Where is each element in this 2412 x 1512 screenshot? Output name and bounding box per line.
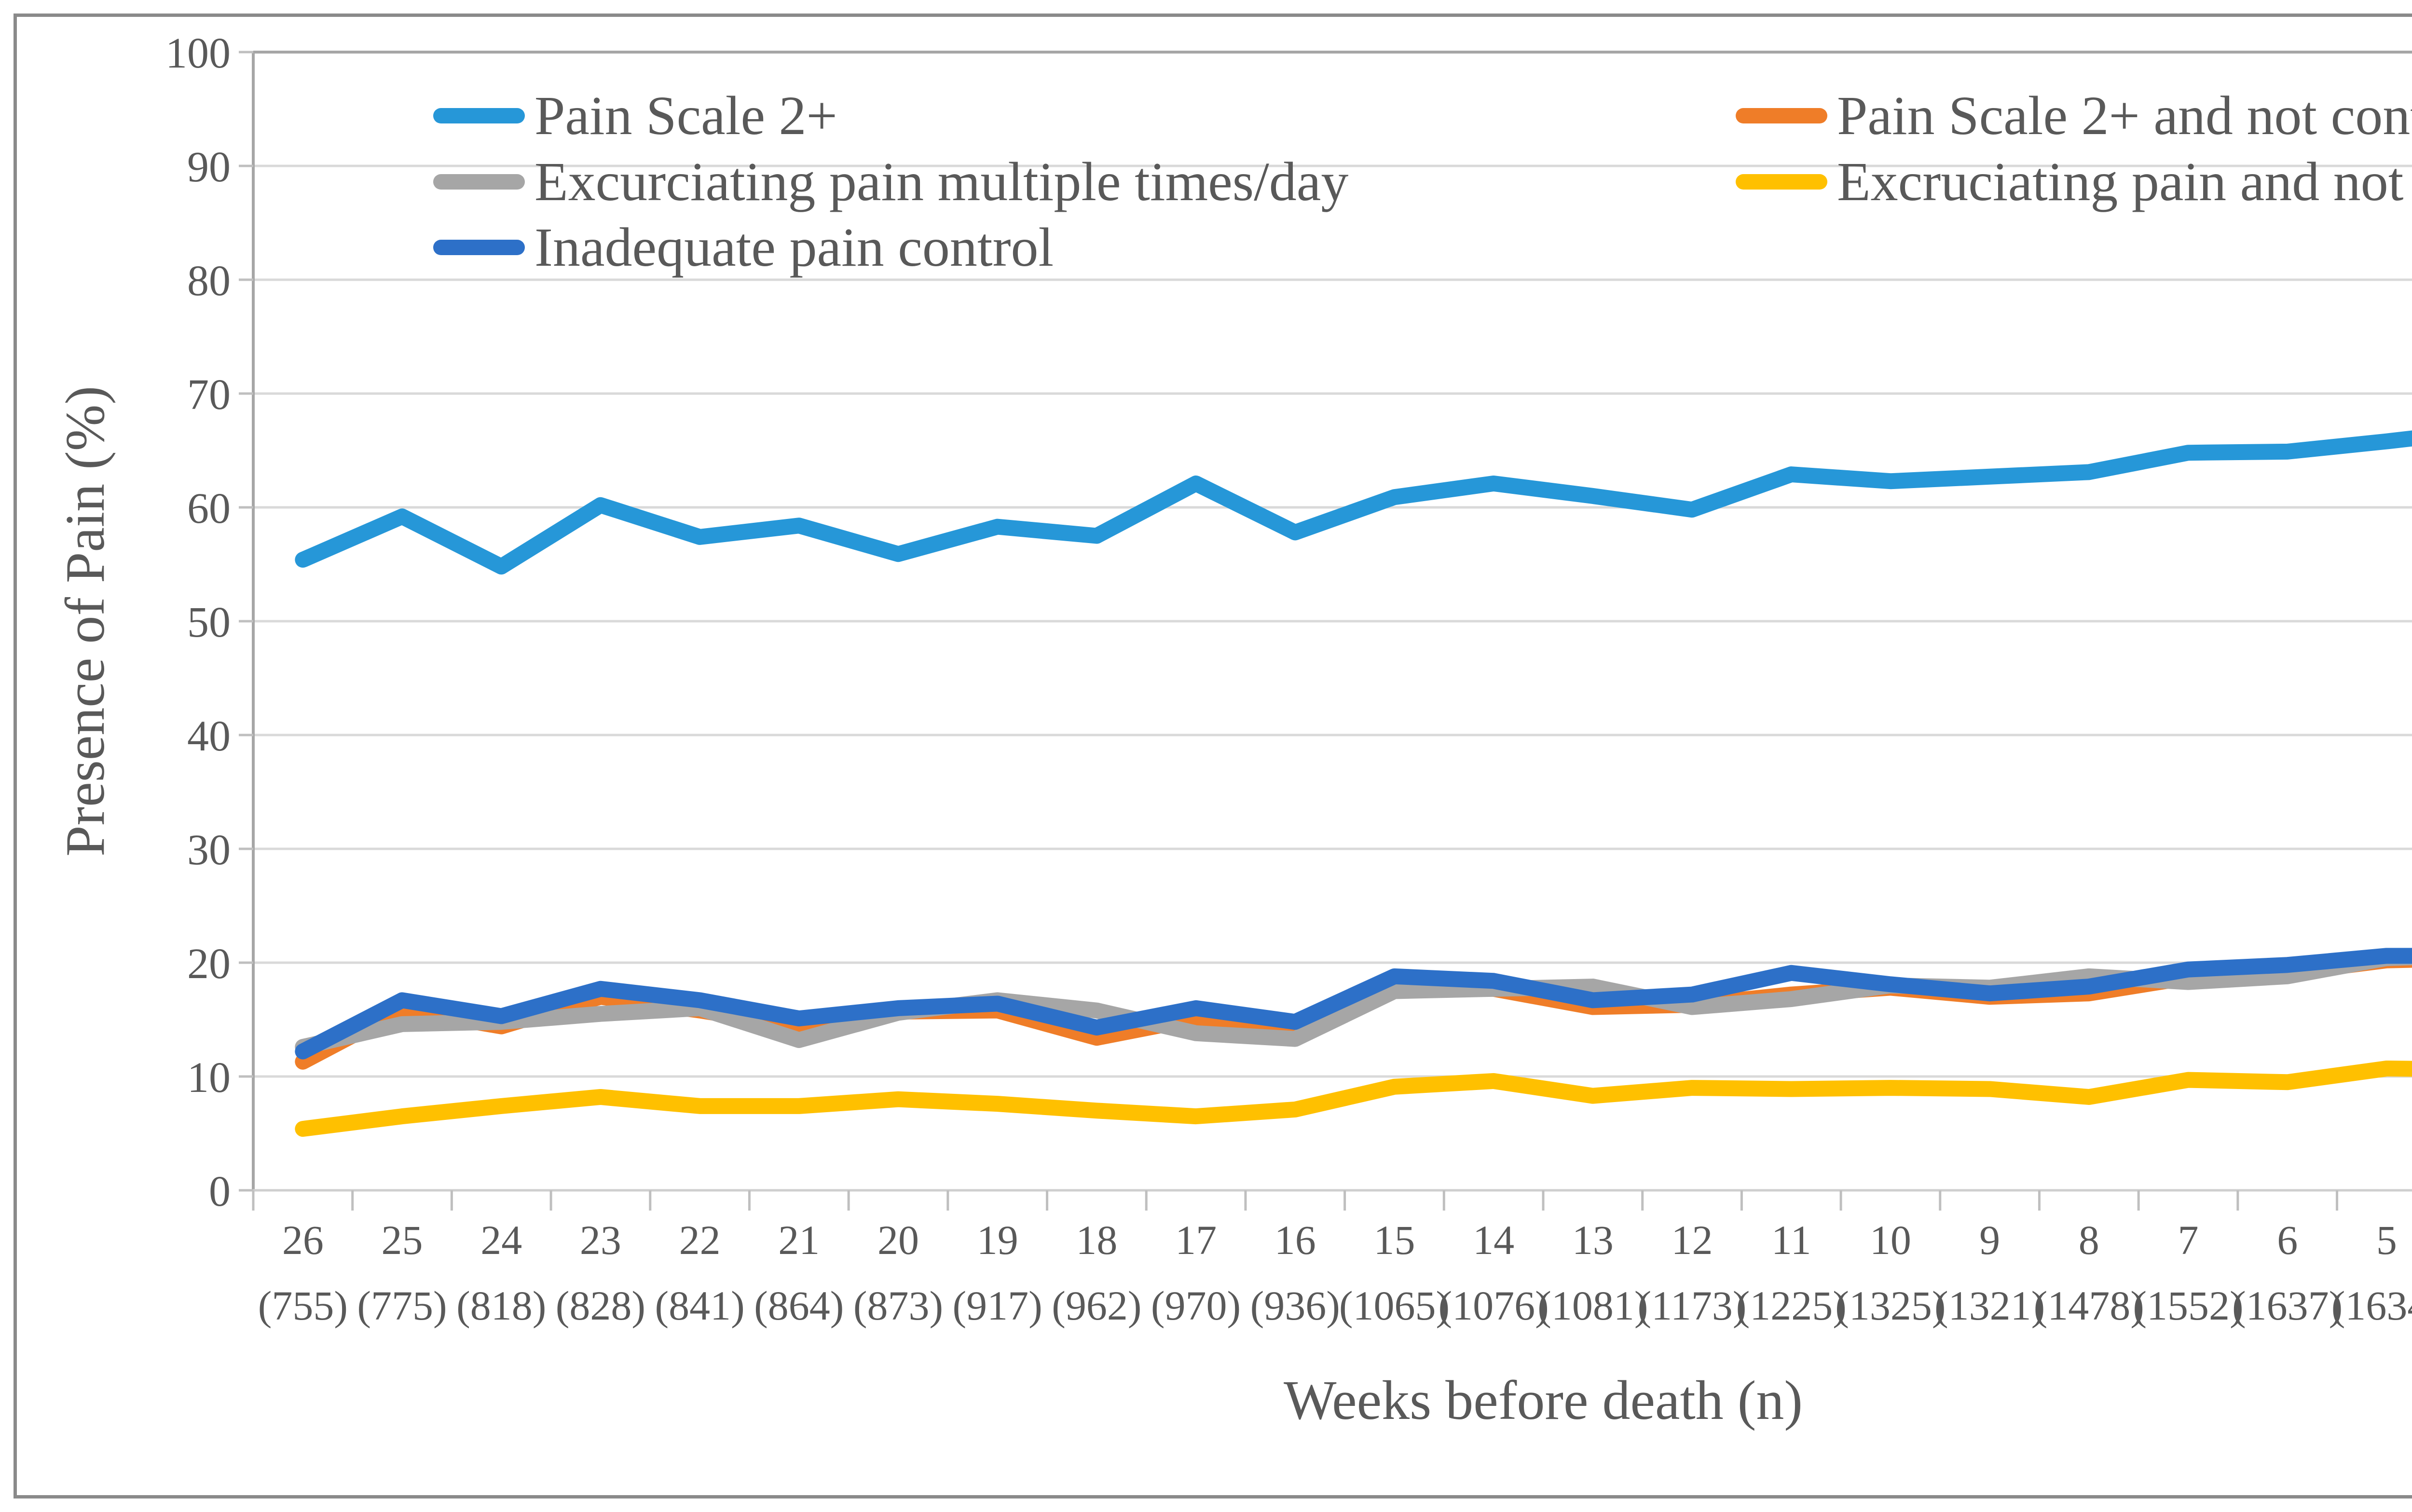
data-series [295,430,2412,1137]
y-tick-label: 90 [187,143,231,191]
x-tick-label-n: (1325) [1835,1282,1946,1329]
y-tick-label: 60 [187,485,231,532]
x-tick-label-week: 11 [1771,1217,1811,1263]
y-axis-tick-labels: 0 10 20 30 40 50 60 70 80 90 100 [165,29,231,1215]
y-axis-title: Presence of Pain (%) [55,386,116,857]
x-tick-label-n: (775) [357,1282,447,1329]
x-tick-label-n: (873) [853,1282,943,1329]
x-tick-label-week: 21 [778,1217,820,1263]
x-tick-label-n: (1225) [1736,1282,1847,1329]
x-tick-label-n: (864) [754,1282,844,1329]
x-tick-label-n: (1321) [1934,1282,2045,1329]
legend-swatch-icon [1736,174,1827,190]
y-tick-label: 10 [187,1054,231,1102]
legend-swatch-icon [433,108,525,123]
legend-swatch-icon [1736,108,1827,123]
x-tick-label-n: (1173) [1637,1282,1746,1329]
legend-label: Inadequate pain control [534,217,1054,278]
x-tick-label-n: (962) [1052,1282,1141,1329]
y-tick-label: 40 [187,712,231,760]
y-tick-label: 100 [165,29,231,77]
legend-label: Pain Scale 2+ and not controlled [1837,85,2412,146]
x-tick-label-n: (1634) [2331,1282,2412,1329]
x-tick-label-week: 9 [1979,1217,2000,1263]
x-tick-label-n: (1637) [2232,1282,2343,1329]
x-tick-label-week: 14 [1473,1217,1514,1263]
x-tick-label-n: (917) [953,1282,1042,1329]
x-tick-label-week: 10 [1870,1217,1911,1263]
x-tick-label-week: 13 [1572,1217,1614,1263]
legend-label: Pain Scale 2+ [534,85,837,146]
x-tick-label-n: (828) [556,1282,645,1329]
y-tick-label: 50 [187,599,231,646]
series-line [295,948,2412,1060]
x-tick-label-week: 23 [580,1217,621,1263]
legend-item-excruciating-multiple-times: Excurciating pain multiple times/day [433,148,1348,216]
x-tick-label-n: (970) [1151,1282,1241,1329]
x-tick-label-n: (841) [655,1282,744,1329]
x-tick-label-week: 25 [382,1217,423,1263]
legend-label: Excurciating pain multiple times/day [534,151,1349,212]
legend-item-excruciating-not-controlled: Excruciating pain and not controlled [1736,148,2412,216]
series-line [295,430,2412,575]
x-tick-label-n: (936) [1250,1282,1340,1329]
x-tick-label-week: 19 [977,1217,1018,1263]
legend-swatch-icon [433,240,525,255]
x-tick-label-week: 18 [1076,1217,1117,1263]
figure-border [14,14,2412,1498]
x-tick-label-n: (1552) [2133,1282,2243,1329]
x-tick-label-week: 8 [2079,1217,2099,1263]
y-tick-label: 30 [187,826,231,874]
x-tick-label-n: (818) [456,1282,546,1329]
gridlines [253,164,2412,1078]
legend-item-pain-scale-2plus-not-controlled: Pain Scale 2+ and not controlled [1736,82,2412,150]
x-tick-label-week: 17 [1175,1217,1217,1263]
legend-item-pain-scale-2plus: Pain Scale 2+ [433,82,837,150]
legend-item-inadequate-pain-control: Inadequate pain control [433,214,1054,281]
axes [239,51,2412,1211]
x-tick-label-n: (1081) [1537,1282,1648,1329]
y-tick-label: 0 [209,1168,231,1215]
x-axis-title: Weeks before death (n) [1284,1370,1803,1431]
x-tick-label-n: (1065) [1339,1282,1450,1329]
y-tick-label: 70 [187,371,231,419]
y-tick-label: 20 [187,940,231,988]
x-tick-label-week: 15 [1373,1217,1415,1263]
x-tick-label-n: (1478) [2034,1282,2144,1329]
x-tick-label-n: (1076) [1439,1282,1549,1329]
x-axis-tick-labels: 26 (755) 25 (775) 24 (818) 23 (828) 22 (841) 21 (86… [258,1217,2412,1329]
x-tick-label-n: (755) [258,1282,348,1329]
legend-swatch-icon [433,174,525,190]
x-tick-label-week: 16 [1275,1217,1316,1263]
x-tick-label-week: 12 [1672,1217,1713,1263]
x-tick-label-week: 24 [480,1217,522,1263]
series-line [295,1060,2412,1137]
x-tick-label-week: 5 [2376,1217,2397,1263]
legend-label: Excruciating pain and not controlled [1837,151,2412,212]
x-tick-label-week: 7 [2178,1217,2199,1263]
x-tick-label-week: 22 [679,1217,721,1263]
x-tick-label-week: 20 [877,1217,919,1263]
x-tick-label-week: 6 [2277,1217,2298,1263]
x-tick-label-week: 26 [282,1217,324,1263]
y-tick-label: 80 [187,257,231,305]
